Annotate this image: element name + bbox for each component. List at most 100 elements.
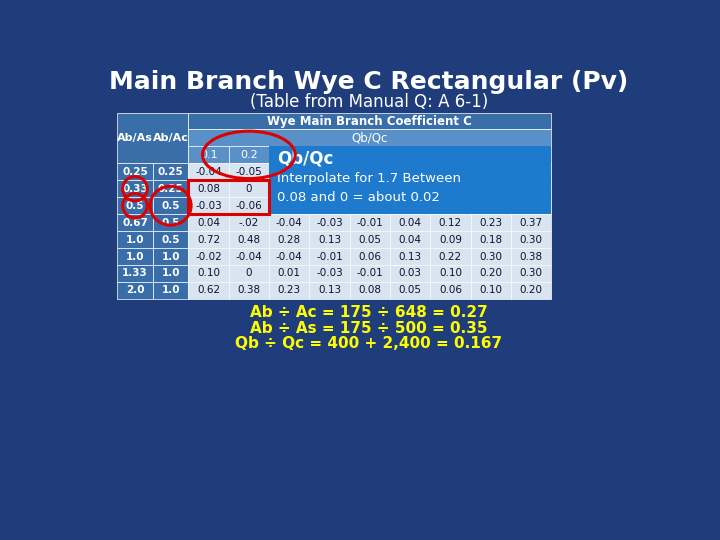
Text: 0.04: 0.04 (399, 234, 422, 245)
Text: -0.04: -0.04 (437, 167, 464, 177)
FancyBboxPatch shape (153, 248, 189, 265)
FancyBboxPatch shape (117, 282, 153, 299)
FancyBboxPatch shape (471, 231, 510, 248)
FancyBboxPatch shape (471, 180, 510, 197)
FancyBboxPatch shape (471, 214, 510, 231)
FancyBboxPatch shape (153, 282, 189, 299)
Text: 0.06: 0.06 (439, 286, 462, 295)
Text: 0.09: 0.09 (439, 234, 462, 245)
Text: 0.22: 0.22 (438, 252, 462, 261)
Text: 0.23: 0.23 (278, 286, 301, 295)
Text: Ab/Ac: Ab/Ac (153, 133, 189, 143)
Text: 0.03: 0.03 (399, 268, 422, 279)
Text: -0.06: -0.06 (397, 167, 423, 177)
Text: -0.04: -0.04 (235, 252, 262, 261)
FancyBboxPatch shape (229, 231, 269, 248)
FancyBboxPatch shape (153, 265, 189, 282)
Text: 1.33: 1.33 (122, 268, 148, 279)
Text: 0.23: 0.23 (479, 218, 503, 228)
FancyBboxPatch shape (510, 282, 551, 299)
Text: -0.04: -0.04 (437, 201, 464, 211)
FancyBboxPatch shape (431, 214, 471, 231)
FancyBboxPatch shape (310, 197, 350, 214)
FancyBboxPatch shape (229, 164, 269, 180)
FancyBboxPatch shape (189, 130, 551, 146)
FancyBboxPatch shape (350, 231, 390, 248)
Text: 0.5: 0.5 (161, 218, 180, 228)
Text: 0.62: 0.62 (197, 286, 220, 295)
FancyBboxPatch shape (390, 248, 431, 265)
Text: Qb/Qc: Qb/Qc (351, 131, 388, 145)
Text: -0.05: -0.05 (276, 201, 302, 211)
Text: 0.06: 0.06 (359, 252, 382, 261)
FancyBboxPatch shape (117, 231, 153, 248)
Text: 0.5: 0.5 (126, 201, 144, 211)
FancyBboxPatch shape (390, 265, 431, 282)
FancyBboxPatch shape (390, 214, 431, 231)
Text: 0.25: 0.25 (158, 167, 184, 177)
Text: 0.37: 0.37 (519, 218, 543, 228)
Text: 0.6: 0.6 (401, 150, 419, 160)
FancyBboxPatch shape (189, 282, 229, 299)
Text: 0.25: 0.25 (158, 184, 184, 194)
FancyBboxPatch shape (229, 248, 269, 265)
FancyBboxPatch shape (510, 164, 551, 180)
Text: -0.04: -0.04 (276, 218, 302, 228)
Text: 0.13: 0.13 (398, 252, 422, 261)
Text: 0.12: 0.12 (438, 218, 462, 228)
FancyBboxPatch shape (510, 265, 551, 282)
Text: -0.03: -0.03 (437, 184, 464, 194)
Text: 0: 0 (326, 167, 333, 177)
FancyBboxPatch shape (350, 180, 390, 197)
Text: -0.05: -0.05 (235, 167, 262, 177)
FancyBboxPatch shape (189, 248, 229, 265)
FancyBboxPatch shape (269, 248, 310, 265)
Text: -0.01: -0.01 (356, 218, 383, 228)
Text: -0.01: -0.01 (356, 268, 383, 279)
Text: -0.01: -0.01 (276, 167, 302, 177)
Text: 0.04: 0.04 (480, 184, 502, 194)
Text: 0.30: 0.30 (480, 252, 502, 261)
Text: 0.72: 0.72 (197, 234, 220, 245)
Text: 0.10: 0.10 (439, 268, 462, 279)
FancyBboxPatch shape (471, 197, 510, 214)
FancyBboxPatch shape (117, 112, 189, 164)
FancyBboxPatch shape (269, 164, 310, 180)
FancyBboxPatch shape (229, 214, 269, 231)
FancyBboxPatch shape (390, 146, 431, 164)
FancyBboxPatch shape (310, 282, 350, 299)
Text: Qb/Qc: Qb/Qc (276, 149, 333, 167)
FancyBboxPatch shape (269, 265, 310, 282)
Text: -0.05: -0.05 (397, 201, 423, 211)
Text: 0.04: 0.04 (197, 218, 220, 228)
FancyBboxPatch shape (350, 164, 390, 180)
Text: 1.0: 1.0 (161, 286, 180, 295)
Text: -0.04: -0.04 (276, 252, 302, 261)
FancyBboxPatch shape (189, 112, 551, 130)
Text: -0.05: -0.05 (518, 201, 544, 211)
FancyBboxPatch shape (189, 214, 229, 231)
Text: 0.33: 0.33 (122, 184, 148, 194)
Text: 0.38: 0.38 (519, 252, 543, 261)
Text: 0.30: 0.30 (519, 268, 542, 279)
Text: 0.20: 0.20 (480, 268, 502, 279)
Text: 0.2: 0.2 (240, 150, 258, 160)
FancyBboxPatch shape (471, 146, 510, 164)
Text: 0.04: 0.04 (399, 218, 422, 228)
FancyBboxPatch shape (189, 265, 229, 282)
FancyBboxPatch shape (310, 231, 350, 248)
FancyBboxPatch shape (350, 214, 390, 231)
Text: 0.01: 0.01 (278, 268, 301, 279)
Text: 0.18: 0.18 (479, 234, 503, 245)
FancyBboxPatch shape (153, 214, 189, 231)
Text: 0.05: 0.05 (359, 234, 382, 245)
Text: 0.08: 0.08 (359, 286, 382, 295)
Text: -0.04: -0.04 (195, 167, 222, 177)
Text: 0.4: 0.4 (320, 150, 338, 160)
Text: 2.0: 2.0 (522, 150, 540, 160)
FancyBboxPatch shape (431, 146, 471, 164)
FancyBboxPatch shape (431, 231, 471, 248)
Text: 0.10: 0.10 (480, 286, 502, 295)
Text: 1.0: 1.0 (161, 268, 180, 279)
FancyBboxPatch shape (269, 282, 310, 299)
